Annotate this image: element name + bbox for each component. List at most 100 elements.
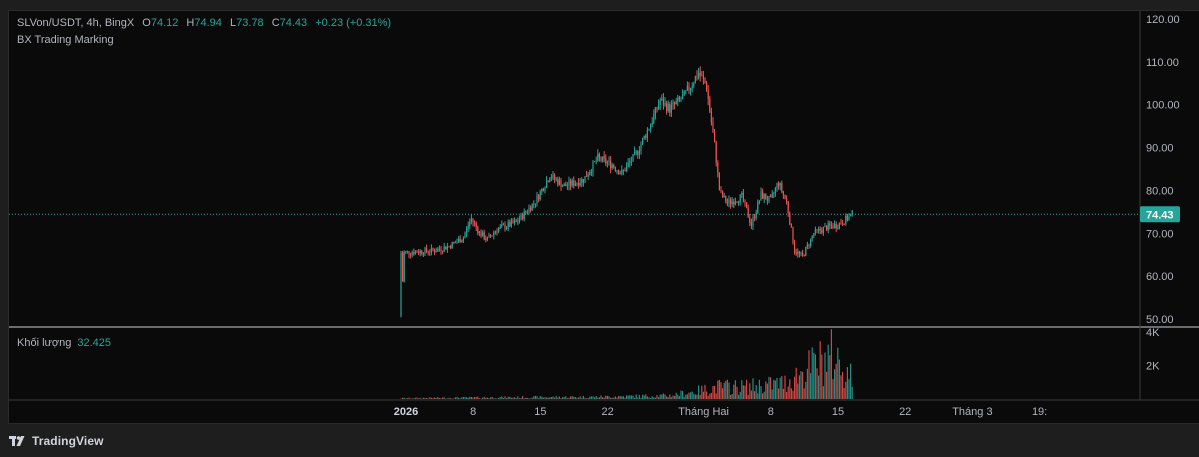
volume-bar bbox=[832, 379, 834, 399]
volume-bar bbox=[824, 352, 826, 399]
volume-bar bbox=[819, 341, 821, 399]
candle bbox=[608, 156, 610, 166]
last-price-badge: 74.43 bbox=[1140, 206, 1180, 223]
candle bbox=[805, 246, 807, 257]
volume-bar bbox=[554, 397, 556, 399]
volume-bar bbox=[610, 397, 612, 399]
candle bbox=[826, 225, 828, 231]
price-axis[interactable]: 120.00 110.00 100.00 90.00 80.00 70.00 60.00 50… bbox=[1146, 14, 1180, 326]
volume-bar bbox=[531, 397, 533, 399]
volume-bar bbox=[514, 397, 516, 399]
volume-bar bbox=[763, 391, 765, 399]
volume-bar bbox=[794, 376, 796, 399]
volume-bar bbox=[731, 393, 733, 399]
candle bbox=[842, 220, 844, 227]
candle bbox=[586, 170, 588, 177]
volume-bar bbox=[542, 397, 544, 399]
volume-bar bbox=[477, 396, 479, 399]
volume-bar bbox=[453, 398, 455, 399]
footer-bar: TradingView bbox=[0, 425, 1199, 457]
candle bbox=[485, 235, 487, 243]
candle bbox=[512, 218, 514, 224]
volume-bar bbox=[530, 398, 532, 399]
volume-bar bbox=[822, 386, 824, 399]
candle bbox=[670, 100, 672, 117]
candle bbox=[568, 176, 570, 191]
candle bbox=[722, 190, 724, 199]
symbol-info[interactable]: SLVon/USDT, 4h, BingX bbox=[17, 17, 135, 29]
volume-bar bbox=[821, 354, 823, 399]
price-tick-label: 80.00 bbox=[1146, 185, 1174, 197]
indicator-legend[interactable]: BX Trading Marking bbox=[17, 34, 114, 46]
candle bbox=[573, 176, 575, 189]
volume-bar bbox=[712, 385, 714, 399]
volume-bar bbox=[597, 397, 599, 399]
candle bbox=[648, 128, 650, 131]
candle bbox=[498, 226, 500, 234]
volume-bar bbox=[557, 397, 559, 399]
candle bbox=[490, 234, 492, 238]
price-tick-label: 120.00 bbox=[1146, 14, 1180, 26]
candle bbox=[411, 250, 413, 258]
chart-panel[interactable]: 120.00 110.00 100.00 90.00 80.00 70.00 60.00 50… bbox=[8, 10, 1199, 424]
candle bbox=[570, 178, 572, 191]
candle bbox=[474, 220, 476, 227]
candle bbox=[643, 135, 645, 140]
volume-bar bbox=[814, 354, 816, 399]
candle bbox=[594, 161, 596, 163]
candle bbox=[523, 208, 525, 222]
candle bbox=[680, 96, 682, 103]
volume-bar bbox=[421, 398, 423, 400]
volume-bar bbox=[592, 396, 594, 399]
volume-bar bbox=[750, 390, 752, 399]
volume-bar bbox=[730, 394, 732, 399]
volume-bar bbox=[690, 392, 692, 399]
time-tick-label: 19: bbox=[1032, 406, 1047, 418]
candle bbox=[626, 162, 628, 173]
candle bbox=[773, 191, 775, 199]
candle bbox=[458, 236, 460, 243]
volume-bar bbox=[627, 395, 629, 399]
time-axis[interactable]: 2026 8 15 22 Tháng Hai 8 15 22 Tháng 3 19: bbox=[394, 406, 1047, 418]
candle bbox=[595, 156, 597, 165]
volume-axis[interactable]: 4K 2K bbox=[1146, 327, 1160, 373]
volume-bar bbox=[611, 397, 613, 399]
volume-bar bbox=[541, 396, 543, 399]
candle bbox=[686, 81, 688, 92]
candle bbox=[645, 133, 647, 141]
candle bbox=[696, 70, 698, 81]
candle bbox=[822, 226, 824, 236]
volume-bar bbox=[459, 398, 461, 399]
volume-bar bbox=[454, 397, 456, 399]
time-tick-label: 8 bbox=[470, 406, 476, 418]
volume-bar bbox=[470, 396, 472, 399]
tradingview-logo[interactable]: TradingView bbox=[9, 434, 104, 448]
volume-bar bbox=[474, 397, 476, 399]
volume-bar bbox=[563, 397, 565, 399]
volume-bar bbox=[640, 397, 642, 399]
candle bbox=[771, 190, 773, 199]
volume-bar bbox=[482, 397, 484, 399]
candle bbox=[472, 218, 474, 227]
chart-canvas[interactable]: 120.00 110.00 100.00 90.00 80.00 70.00 60.00 50… bbox=[9, 11, 1199, 425]
volume-bar bbox=[818, 375, 820, 399]
volume-bar bbox=[715, 393, 717, 399]
candle bbox=[786, 195, 788, 205]
volume-bar bbox=[667, 397, 669, 399]
indicator-name[interactable]: BX Trading Marking bbox=[17, 34, 114, 46]
volume-bar bbox=[685, 394, 687, 399]
symbol-legend[interactable]: SLVon/USDT, 4h, BingX O74.12 H74.94 L73.… bbox=[17, 17, 391, 29]
volume-bar bbox=[645, 394, 647, 399]
volume-bar bbox=[843, 388, 845, 399]
candle bbox=[744, 199, 746, 207]
candle bbox=[557, 176, 559, 187]
candle bbox=[406, 250, 408, 254]
volume-bar bbox=[520, 397, 522, 399]
volume-bar bbox=[666, 396, 668, 399]
volume-legend[interactable]: Khối lượng 32.425 bbox=[17, 337, 111, 349]
volume-bar bbox=[534, 395, 536, 399]
candle bbox=[693, 81, 695, 89]
volume-bar bbox=[558, 396, 560, 399]
volume-bar bbox=[405, 398, 407, 399]
candle bbox=[634, 146, 636, 156]
